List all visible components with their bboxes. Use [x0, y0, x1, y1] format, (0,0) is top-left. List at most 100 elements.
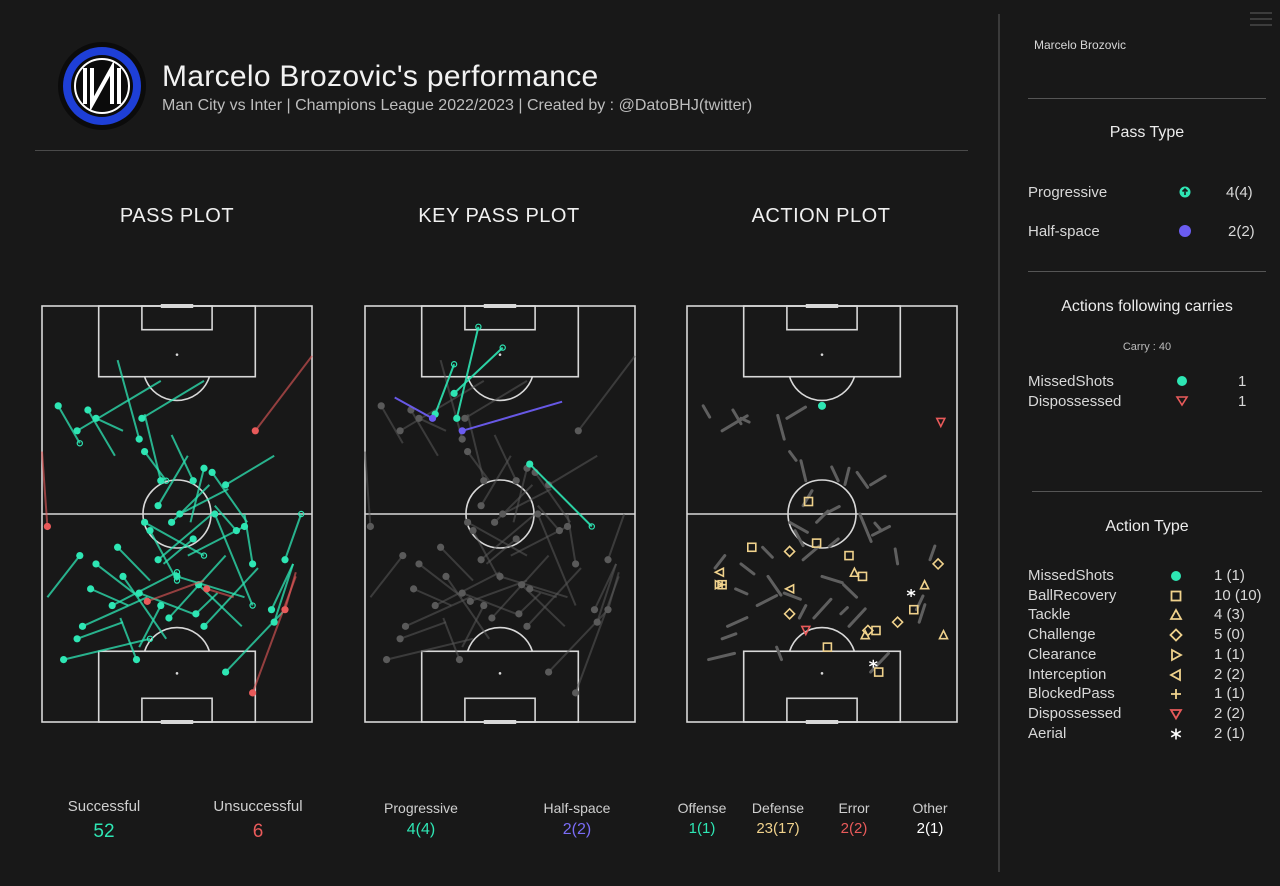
- successful-label: Successful: [67, 798, 141, 815]
- action-type-value-challenge: 5 (0): [1214, 626, 1245, 644]
- background-pass-43-start: [515, 610, 523, 618]
- unsuccessful-pass-2-start: [249, 689, 257, 697]
- progressive-value: 4(4): [406, 821, 436, 838]
- background-pass-24-line: [434, 571, 501, 607]
- action-tackle-1: [919, 578, 930, 590]
- halfspace-pass-0-line: [394, 396, 433, 420]
- background-pass-49-line: [529, 587, 557, 599]
- carry-26: [782, 591, 802, 601]
- background-pass-7-start: [480, 477, 488, 485]
- progressive-pass-1-start: [450, 389, 458, 397]
- inter-milan-logo: [58, 42, 146, 130]
- background-pass-28-line: [405, 596, 471, 628]
- background-pass-0-line: [380, 405, 404, 444]
- successful-pass-39-start: [270, 618, 278, 626]
- successful-pass-8-start: [200, 464, 208, 472]
- action-type-value-dispossessed: 2 (2): [1214, 704, 1245, 722]
- successful-pass-15-start: [208, 468, 216, 476]
- successful-pass-42-end: [200, 552, 208, 559]
- progressive-pass-3-line: [434, 363, 456, 415]
- successful-pass-18-line: [213, 513, 254, 606]
- pitch-lines: [686, 304, 958, 724]
- carry-15: [855, 470, 870, 489]
- background-pass-9-start: [512, 477, 520, 485]
- background-pass-34-line: [566, 513, 577, 565]
- action-interception-0: [713, 566, 725, 578]
- action-dispossessed-0: [935, 417, 947, 429]
- action-aerial-1: [868, 659, 878, 668]
- successful-pass-41-line: [176, 575, 245, 599]
- carry-30: [707, 651, 737, 662]
- carry-12: [793, 529, 805, 548]
- carry-13: [823, 505, 841, 516]
- background-pass-0-start: [377, 402, 385, 410]
- successful-pass-12-start: [146, 527, 154, 535]
- menu-icon[interactable]: [1250, 12, 1272, 28]
- background-pass-47-line: [607, 571, 620, 610]
- successful-pass-34-line: [243, 513, 254, 565]
- background-pass-31-start: [455, 656, 464, 664]
- carry-23: [766, 574, 783, 597]
- background-pass-37-line: [593, 563, 618, 611]
- successful-pass-18-end: [249, 602, 256, 609]
- successful-pass-15-line: [211, 471, 249, 523]
- action-ballrecovery-2: [811, 538, 822, 548]
- successful-pass-26-start: [135, 589, 143, 597]
- successful-pass-19-start: [154, 556, 162, 564]
- unsuccessful-value: 6: [252, 821, 264, 842]
- carry-19: [801, 544, 821, 562]
- successful-pass-33-line: [168, 554, 227, 619]
- progressive-label: Progressive: [384, 800, 458, 816]
- background-pass-34-start: [572, 560, 580, 568]
- action-missedshots-0: [818, 401, 826, 410]
- background-pass-7-line: [466, 413, 485, 481]
- successful-pass-22-line: [46, 554, 81, 598]
- action-aerial-0: [906, 589, 916, 598]
- carry-7: [799, 459, 808, 483]
- background-pass-48-start: [466, 597, 474, 605]
- background-pass-6-start: [464, 448, 472, 456]
- background-pass-13-line: [502, 488, 552, 515]
- sidebar-divider-2: [1028, 271, 1266, 272]
- unsuccessful-pass-3-line: [284, 571, 297, 610]
- background-pass-23-line: [445, 575, 491, 640]
- successful-pass-3-start: [92, 414, 100, 422]
- header-divider: [35, 150, 968, 151]
- sidebar-divider: [998, 14, 1000, 872]
- successful-pass-10-line: [157, 455, 189, 507]
- successful-pass-36-start: [281, 556, 289, 564]
- action-tackle-0: [849, 566, 860, 578]
- action-clearance-0: [714, 579, 726, 591]
- action-interception-1: [783, 583, 795, 595]
- background-pass-11-line: [493, 484, 534, 524]
- carry-21: [739, 562, 756, 576]
- background-pass-44-start: [574, 427, 582, 435]
- background-pass-3-start: [415, 414, 423, 422]
- background-pass-8-line: [512, 467, 528, 523]
- action-type-label-ballrecovery: BallRecovery: [1028, 586, 1117, 604]
- carry-3: [739, 416, 751, 424]
- successful-pass-25-start: [87, 585, 95, 593]
- successful-pass-28-line: [82, 596, 148, 628]
- carry-34: [893, 547, 900, 566]
- pass-type-progressive-label: Progressive: [1028, 184, 1108, 201]
- action-challenge-2: [891, 616, 904, 629]
- background-pass-20-start: [437, 543, 445, 551]
- defense-value: 23(17): [756, 820, 800, 837]
- background-pass-17-start: [512, 535, 520, 543]
- successful-pass-26-line: [138, 592, 194, 615]
- successful-pass-0-line: [57, 405, 81, 444]
- successful-pass-31-start: [132, 656, 141, 664]
- background-pass-41-start: [496, 572, 504, 580]
- background-pass-16-start: [545, 481, 553, 489]
- carry-38: [869, 651, 890, 674]
- progressive-pass-2-end: [588, 523, 595, 530]
- halfspace-pass-0-start: [428, 414, 437, 422]
- background-pass-22-line: [369, 554, 404, 598]
- progressive-icon: [1179, 186, 1191, 198]
- action-plot-title: ACTION PLOT: [751, 205, 891, 227]
- successful-pass-8-line: [189, 467, 205, 523]
- successful-value: 52: [93, 821, 115, 842]
- background-pass-39-line: [596, 563, 618, 623]
- successful-pass-6-start: [141, 448, 149, 456]
